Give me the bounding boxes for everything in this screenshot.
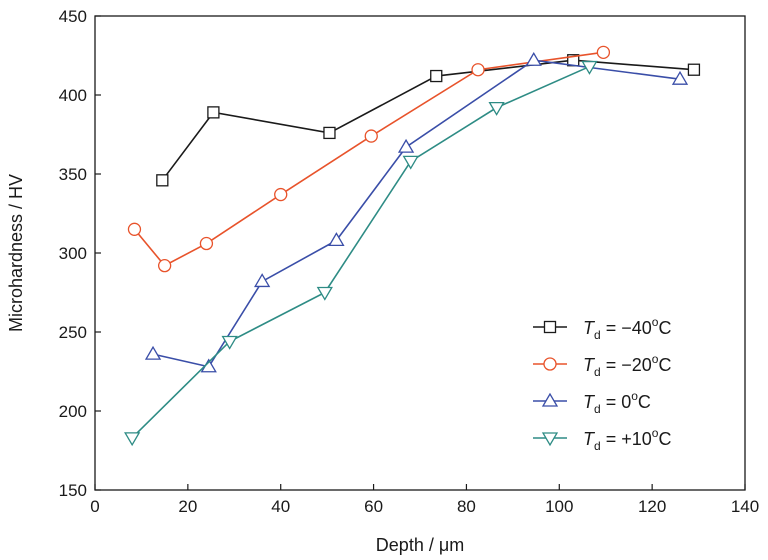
plot-frame xyxy=(94,15,746,491)
legend-sup: o xyxy=(652,315,659,329)
legend-eq: = xyxy=(601,355,622,375)
x-tick-label: 80 xyxy=(457,497,476,516)
legend-num: −20 xyxy=(621,355,652,375)
legend-eq: = xyxy=(601,318,622,338)
data-point xyxy=(397,138,415,153)
y-tick-label: 150 xyxy=(59,481,87,500)
legend-item: Td = 0oC xyxy=(533,389,651,416)
data-point xyxy=(471,63,485,77)
y-tick-label: 400 xyxy=(59,86,87,105)
legend-sub: d xyxy=(594,328,601,342)
data-point xyxy=(127,222,142,236)
data-point xyxy=(581,60,598,75)
y-axis-title: Microhardness / HV xyxy=(6,174,26,332)
y-tick-label: 450 xyxy=(59,7,87,26)
x-tick-label: 60 xyxy=(364,497,383,516)
legend-marker xyxy=(543,357,557,371)
legend-unit: C xyxy=(658,355,671,375)
data-point xyxy=(124,432,141,447)
legend-num: 0 xyxy=(621,392,631,412)
legend-label: Td = 0oC xyxy=(583,389,651,416)
legend-label: Td = +10oC xyxy=(583,426,671,453)
series-group xyxy=(124,60,598,447)
x-tick-label: 140 xyxy=(731,497,759,516)
legend-unit: C xyxy=(658,429,671,449)
legend-eq: = xyxy=(601,429,622,449)
legend-marker xyxy=(541,392,559,407)
data-point xyxy=(199,236,214,251)
data-point xyxy=(207,106,220,119)
legend-var: T xyxy=(583,429,596,449)
legend-item: Td = −40oC xyxy=(533,315,671,342)
legend-eq: = xyxy=(601,392,622,412)
legend-unit: C xyxy=(658,318,671,338)
x-tick-label: 0 xyxy=(90,497,99,516)
series-line xyxy=(133,51,604,267)
series-layer xyxy=(124,45,701,447)
legend-label: Td = −20oC xyxy=(583,352,671,379)
legend-var: T xyxy=(583,318,596,338)
data-point xyxy=(687,63,701,76)
data-point xyxy=(316,286,333,301)
y-tick-label: 200 xyxy=(59,402,87,421)
data-point xyxy=(525,51,542,66)
data-point xyxy=(323,126,336,140)
x-axis-title: Depth / μm xyxy=(376,535,464,555)
legend-marker xyxy=(543,320,557,334)
y-tick-label: 350 xyxy=(59,165,87,184)
y-tick-label: 300 xyxy=(59,244,87,263)
series-group xyxy=(127,45,611,273)
legend-sub: d xyxy=(594,439,601,453)
legend-marker xyxy=(541,432,559,447)
axis-ticks: 0 20 40 60 80 100 120 140 150 200 250 300 350 400 450 xyxy=(59,7,760,516)
data-point xyxy=(156,174,169,187)
legend-item: Td = −20oC xyxy=(533,352,671,379)
legend-var: T xyxy=(583,355,596,375)
data-point xyxy=(144,345,162,360)
legend-sup: o xyxy=(652,352,659,366)
data-point xyxy=(328,232,345,247)
legend-label: Td = −40oC xyxy=(583,315,671,342)
series-line xyxy=(161,59,694,181)
legend-sub: d xyxy=(594,365,601,379)
legend-item: Td = +10oC xyxy=(533,426,671,453)
x-tick-label: 20 xyxy=(178,497,197,516)
data-point xyxy=(254,273,271,288)
series-line xyxy=(131,65,590,439)
series-group xyxy=(144,51,689,373)
data-point xyxy=(157,258,172,273)
legend-sup: o xyxy=(652,426,659,440)
data-point xyxy=(596,45,611,59)
data-point xyxy=(221,335,238,350)
x-tick-label: 120 xyxy=(638,497,666,516)
data-point xyxy=(430,69,443,83)
legend-num: −40 xyxy=(621,318,652,338)
y-tick-label: 250 xyxy=(59,323,87,342)
legend-var: T xyxy=(583,392,596,412)
data-point xyxy=(671,70,689,85)
legend-num: +10 xyxy=(621,429,652,449)
series-group xyxy=(156,54,701,187)
data-point xyxy=(274,187,288,202)
data-point xyxy=(488,101,505,116)
x-tick-label: 100 xyxy=(545,497,573,516)
legend-sup: o xyxy=(631,389,638,403)
legend-unit: C xyxy=(638,392,651,412)
legend-sub: d xyxy=(594,402,601,416)
data-point xyxy=(364,129,378,143)
data-point xyxy=(402,155,419,170)
x-tick-label: 40 xyxy=(271,497,290,516)
